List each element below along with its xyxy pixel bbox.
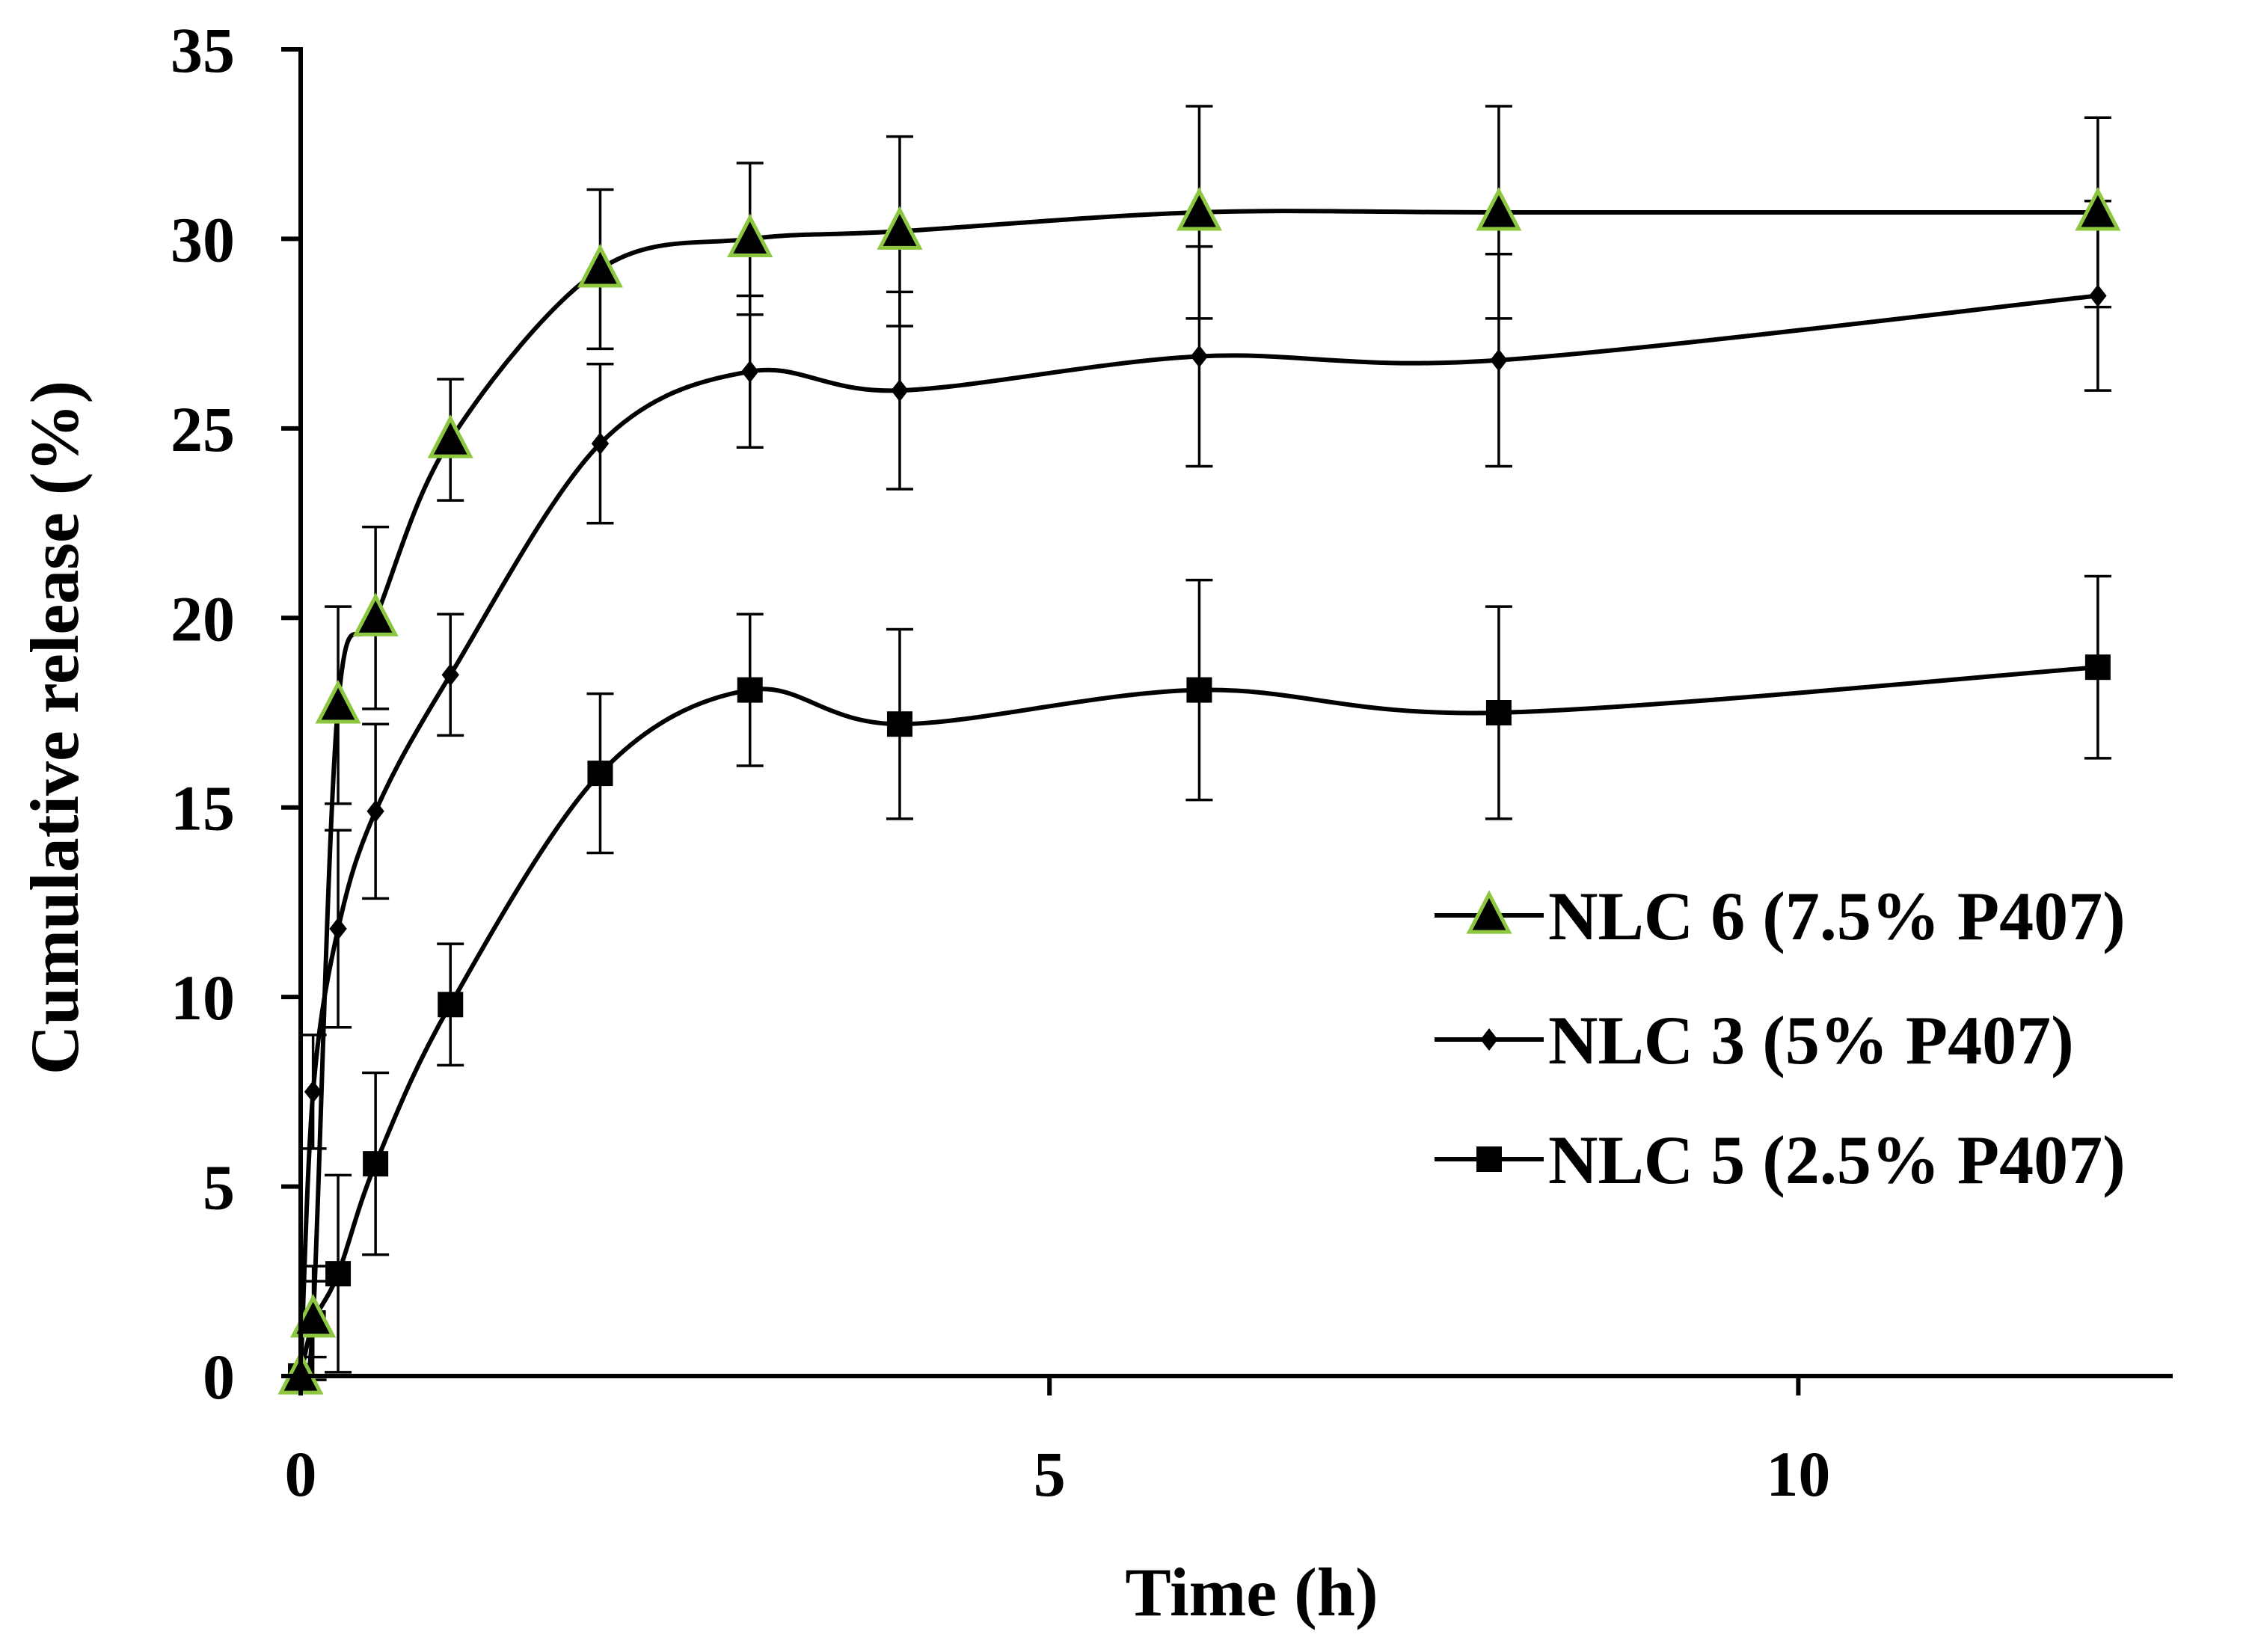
triangle-marker <box>290 1294 337 1338</box>
square-marker <box>587 761 613 787</box>
triangle-marker <box>877 206 923 250</box>
triangle-marker <box>577 244 624 288</box>
legend-label: NLC 3 (5% P407) <box>1548 1002 2074 1078</box>
diamond-marker <box>1490 348 1508 372</box>
y-tick-label: 25 <box>171 393 235 465</box>
square-marker <box>363 1151 389 1177</box>
diamond-marker <box>1190 345 1209 368</box>
series-3 <box>288 574 2111 1389</box>
triangle-marker <box>427 414 473 458</box>
diamond-marker <box>1480 1028 1498 1051</box>
triangle-marker <box>1466 890 1512 934</box>
x-tick-label: 5 <box>1034 1438 1066 1510</box>
triangle-marker <box>1176 187 1222 231</box>
series-1 <box>277 105 2121 1395</box>
axes <box>298 47 2173 1378</box>
square-marker <box>886 711 912 737</box>
square-marker <box>325 1261 352 1287</box>
square-marker <box>1476 1146 1502 1172</box>
series-line <box>298 293 2099 1377</box>
series-2 <box>292 199 2111 1387</box>
diamond-marker <box>441 663 459 687</box>
y-ticks: 0 5 10 15 20 25 30 35 <box>171 14 301 1413</box>
triangle-marker <box>2075 187 2121 231</box>
square-marker <box>438 992 464 1018</box>
y-tick-label: 15 <box>171 773 235 844</box>
square-marker <box>2084 654 2111 681</box>
square-marker <box>737 677 763 703</box>
diamond-marker <box>591 432 610 455</box>
diamond-marker <box>891 379 909 402</box>
triangle-marker <box>315 679 361 724</box>
legend: NLC 6 (7.5% P407) NLC 3 (5% P407) NLC 5 (2… <box>1435 878 2126 1198</box>
y-tick-label: 30 <box>171 203 235 275</box>
x-tick-label: 10 <box>1766 1438 1830 1510</box>
y-tick-label: 5 <box>203 1152 235 1223</box>
x-axis-title: Time (h) <box>1125 1554 1378 1630</box>
x-tick-label: 0 <box>285 1438 317 1510</box>
y-axis-title: Cumulative release (%) <box>16 381 93 1075</box>
square-marker <box>1485 700 1512 725</box>
triangle-marker <box>727 213 773 258</box>
legend-label: NLC 5 (2.5% P407) <box>1548 1122 2126 1198</box>
diamond-marker <box>329 917 347 940</box>
diamond-marker <box>741 360 759 383</box>
legend-item: NLC 3 (5% P407) <box>1435 1002 2074 1078</box>
y-tick-label: 20 <box>171 583 235 654</box>
diamond-marker <box>366 799 384 823</box>
legend-item: NLC 6 (7.5% P407) <box>1435 878 2126 954</box>
y-tick-label: 0 <box>203 1341 235 1413</box>
triangle-marker <box>352 592 399 636</box>
legend-item: NLC 5 (2.5% P407) <box>1435 1122 2126 1198</box>
diamond-marker <box>304 1080 322 1103</box>
plot-area <box>277 105 2121 1395</box>
y-tick-label: 10 <box>171 962 235 1034</box>
square-marker <box>1186 677 1212 703</box>
x-ticks: 0 5 10 <box>285 1376 1830 1510</box>
triangle-marker <box>1476 187 1522 231</box>
y-tick-label: 35 <box>171 14 235 86</box>
legend-label: NLC 6 (7.5% P407) <box>1548 878 2126 954</box>
